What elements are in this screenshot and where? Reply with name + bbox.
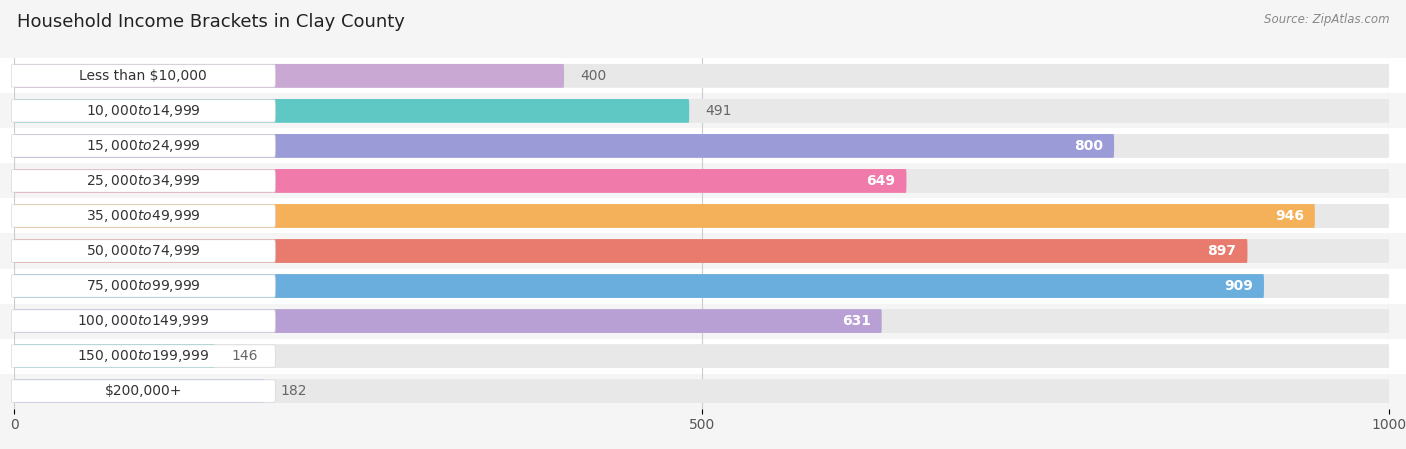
Text: 182: 182 — [281, 384, 308, 398]
Bar — [0, 163, 1406, 198]
Text: $150,000 to $199,999: $150,000 to $199,999 — [77, 348, 209, 364]
FancyBboxPatch shape — [14, 309, 882, 333]
Text: 491: 491 — [706, 104, 733, 118]
Text: $75,000 to $99,999: $75,000 to $99,999 — [86, 278, 201, 294]
Text: $200,000+: $200,000+ — [104, 384, 181, 398]
Bar — [0, 93, 1406, 128]
Bar — [0, 233, 1406, 269]
Text: Source: ZipAtlas.com: Source: ZipAtlas.com — [1264, 13, 1389, 26]
Text: 400: 400 — [581, 69, 607, 83]
FancyBboxPatch shape — [14, 274, 1264, 298]
FancyBboxPatch shape — [14, 64, 564, 88]
Text: 946: 946 — [1275, 209, 1303, 223]
FancyBboxPatch shape — [14, 169, 1389, 193]
Text: $25,000 to $34,999: $25,000 to $34,999 — [86, 173, 201, 189]
Text: Household Income Brackets in Clay County: Household Income Brackets in Clay County — [17, 13, 405, 31]
Bar — [0, 374, 1406, 409]
FancyBboxPatch shape — [14, 99, 1389, 123]
FancyBboxPatch shape — [11, 275, 276, 297]
FancyBboxPatch shape — [14, 169, 907, 193]
Text: $35,000 to $49,999: $35,000 to $49,999 — [86, 208, 201, 224]
Text: $50,000 to $74,999: $50,000 to $74,999 — [86, 243, 201, 259]
FancyBboxPatch shape — [14, 239, 1389, 263]
FancyBboxPatch shape — [11, 380, 276, 402]
Text: 649: 649 — [866, 174, 896, 188]
Text: 897: 897 — [1208, 244, 1236, 258]
FancyBboxPatch shape — [14, 239, 1247, 263]
FancyBboxPatch shape — [14, 204, 1389, 228]
FancyBboxPatch shape — [11, 310, 276, 332]
FancyBboxPatch shape — [11, 240, 276, 262]
FancyBboxPatch shape — [14, 379, 264, 403]
FancyBboxPatch shape — [11, 100, 276, 122]
FancyBboxPatch shape — [11, 345, 276, 367]
Text: 800: 800 — [1074, 139, 1104, 153]
FancyBboxPatch shape — [11, 205, 276, 227]
FancyBboxPatch shape — [14, 274, 1389, 298]
Text: 631: 631 — [842, 314, 870, 328]
FancyBboxPatch shape — [11, 65, 276, 87]
FancyBboxPatch shape — [14, 134, 1389, 158]
FancyBboxPatch shape — [14, 344, 215, 368]
Bar — [0, 58, 1406, 93]
FancyBboxPatch shape — [11, 135, 276, 157]
Text: $10,000 to $14,999: $10,000 to $14,999 — [86, 103, 201, 119]
Text: Less than $10,000: Less than $10,000 — [80, 69, 207, 83]
Text: 909: 909 — [1225, 279, 1253, 293]
Text: 146: 146 — [232, 349, 257, 363]
Bar — [0, 339, 1406, 374]
FancyBboxPatch shape — [14, 99, 689, 123]
FancyBboxPatch shape — [14, 309, 1389, 333]
FancyBboxPatch shape — [14, 204, 1315, 228]
FancyBboxPatch shape — [14, 64, 1389, 88]
FancyBboxPatch shape — [11, 170, 276, 192]
FancyBboxPatch shape — [14, 134, 1114, 158]
FancyBboxPatch shape — [14, 379, 1389, 403]
Bar — [0, 198, 1406, 233]
FancyBboxPatch shape — [14, 344, 1389, 368]
Text: $100,000 to $149,999: $100,000 to $149,999 — [77, 313, 209, 329]
Bar — [0, 128, 1406, 163]
Bar — [0, 269, 1406, 304]
Bar — [0, 304, 1406, 339]
Text: $15,000 to $24,999: $15,000 to $24,999 — [86, 138, 201, 154]
